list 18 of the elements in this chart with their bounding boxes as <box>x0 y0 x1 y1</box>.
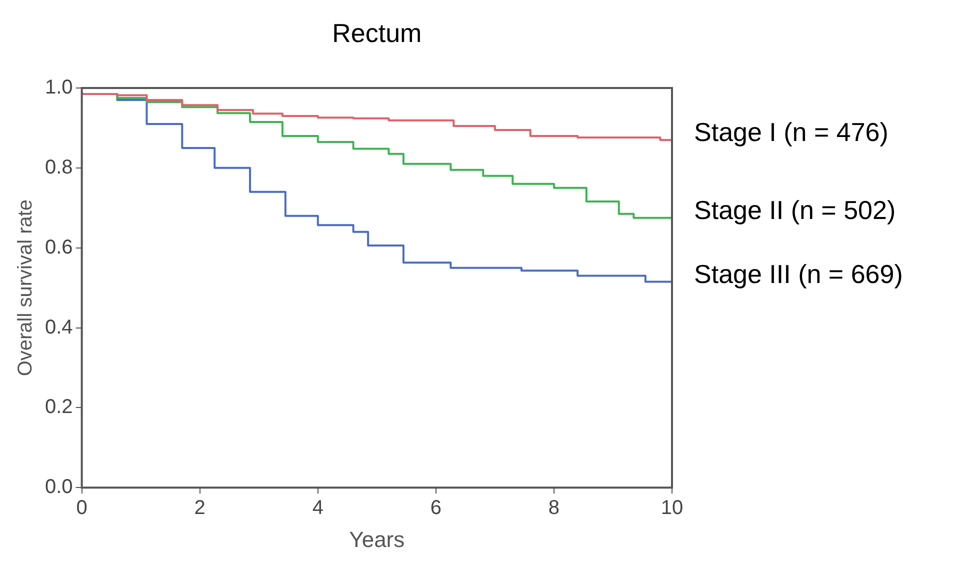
chart-title: Rectum <box>332 18 422 48</box>
y-tick-label: 0.6 <box>44 236 73 258</box>
x-tick-label: 0 <box>76 497 88 520</box>
y-tick-label: 0.2 <box>44 396 73 418</box>
x-tick-label: 8 <box>548 497 560 520</box>
x-tick-label: 10 <box>660 497 684 520</box>
x-tick-label: 6 <box>430 497 442 520</box>
series-label: Stage I (n = 476) <box>694 117 888 148</box>
y-tick-label: 0.8 <box>44 156 73 178</box>
x-axis-title: Years <box>349 526 405 552</box>
y-tick-label: 0.4 <box>44 316 73 338</box>
x-tick-label: 2 <box>194 497 206 520</box>
series-label: Stage II (n = 502) <box>694 195 896 226</box>
series-label: Stage III (n = 669) <box>694 258 903 289</box>
y-tick-label: 0.0 <box>44 476 73 498</box>
y-tick-label: 1.0 <box>44 76 73 99</box>
y-axis-title: Overall survival rate <box>14 199 37 376</box>
x-tick-label: 4 <box>312 497 324 520</box>
